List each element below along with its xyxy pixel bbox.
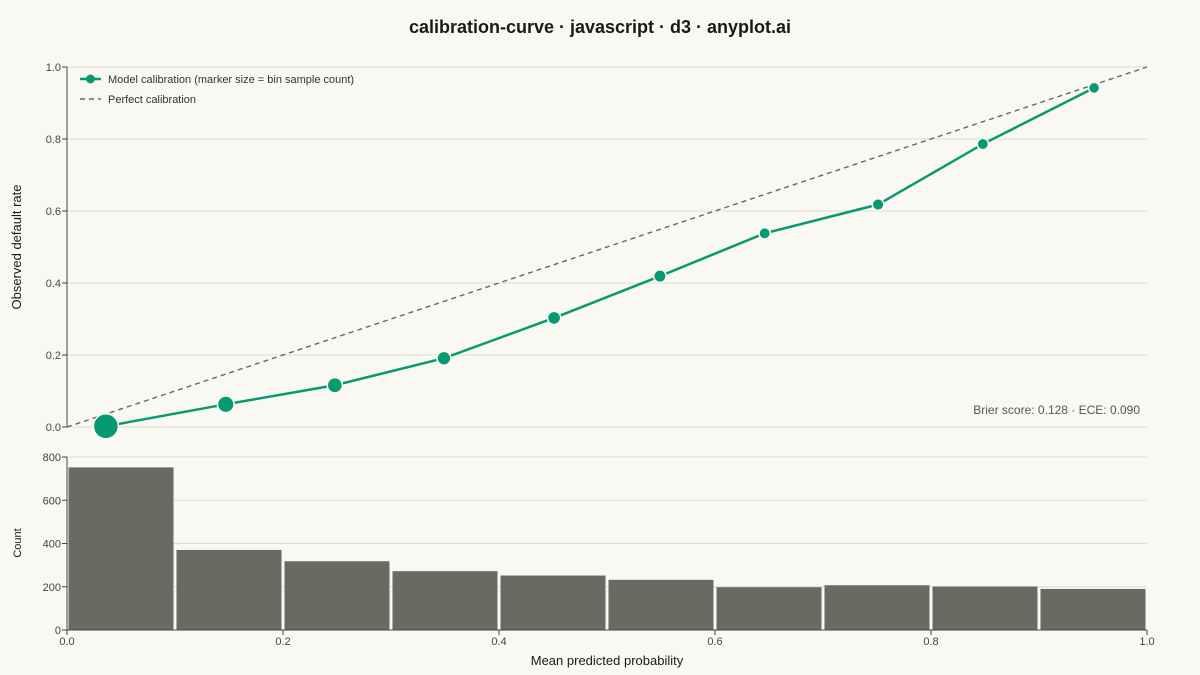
calibration-y-axis-label: Observed default rate [9, 184, 24, 309]
model-calibration-line [105, 86, 1095, 428]
histogram-y-tick-label: 0 [55, 625, 61, 637]
score-annotation: Brier score: 0.128 · ECE: 0.090 [973, 403, 1140, 417]
calibration-point [326, 376, 344, 394]
histogram-bar [932, 586, 1038, 630]
histogram-bar [176, 549, 282, 630]
calibration-point [1087, 81, 1101, 95]
calibration-point [436, 350, 452, 366]
histogram-bar [68, 467, 174, 630]
histogram-bar [716, 587, 822, 630]
histogram-bar [608, 579, 714, 630]
histogram-y-tick-label: 400 [43, 539, 61, 551]
legend-model-marker [86, 74, 95, 84]
histogram-y-tick-label: 800 [43, 452, 61, 464]
histogram-bar [824, 585, 930, 630]
calibration-point [92, 413, 120, 440]
legend: Model calibration (marker size = bin sam… [80, 74, 354, 106]
histogram-bar [500, 575, 606, 630]
perfect-calibration-line [66, 66, 1148, 428]
calibration-y-tick-label: 0.8 [46, 134, 61, 146]
histogram-y-tick-label: 600 [43, 495, 61, 507]
x-tick-label: 0.2 [275, 636, 290, 648]
calibration-point [546, 310, 562, 326]
histogram-panel: 0 200 400 600 800 0.0 0.2 0.4 0.6 0.8 1.0 Mean pred… [12, 452, 1155, 668]
calibration-y-tick-label: 0.2 [46, 350, 61, 362]
calibration-y-tick-label: 0.6 [46, 206, 61, 218]
legend-model-label: Model calibration (marker size = bin sam… [108, 74, 354, 86]
x-axis-label: Mean predicted probability [531, 653, 684, 668]
legend-perfect-label: Perfect calibration [108, 94, 196, 106]
histogram-y-axis-label: Count [12, 528, 24, 557]
calibration-point [216, 395, 235, 414]
calibration-panel: 0.0 0.2 0.4 0.6 0.8 1.0 Observed default rate M… [9, 62, 1148, 440]
x-tick-label: 0.4 [491, 636, 506, 648]
calibration-y-tick-label: 0.4 [46, 278, 61, 290]
calibration-y-tick-label: 1.0 [46, 62, 61, 74]
calibration-point [871, 197, 885, 212]
histogram-bar [392, 571, 498, 630]
x-tick-label: 0.8 [923, 636, 938, 648]
x-tick-label: 0.0 [59, 636, 74, 648]
histogram-bar [284, 561, 390, 630]
calibration-point [652, 269, 667, 284]
calibration-point [758, 226, 772, 240]
calibration-point [976, 137, 990, 151]
x-tick-label: 1.0 [1139, 636, 1154, 648]
calibration-y-tick-label: 0.0 [46, 422, 61, 434]
histogram-y-tick-label: 200 [43, 582, 61, 594]
histogram-bar [1040, 588, 1146, 630]
chart-title: calibration-curve · javascript · d3 · an… [409, 17, 791, 37]
x-tick-label: 0.6 [707, 636, 722, 648]
